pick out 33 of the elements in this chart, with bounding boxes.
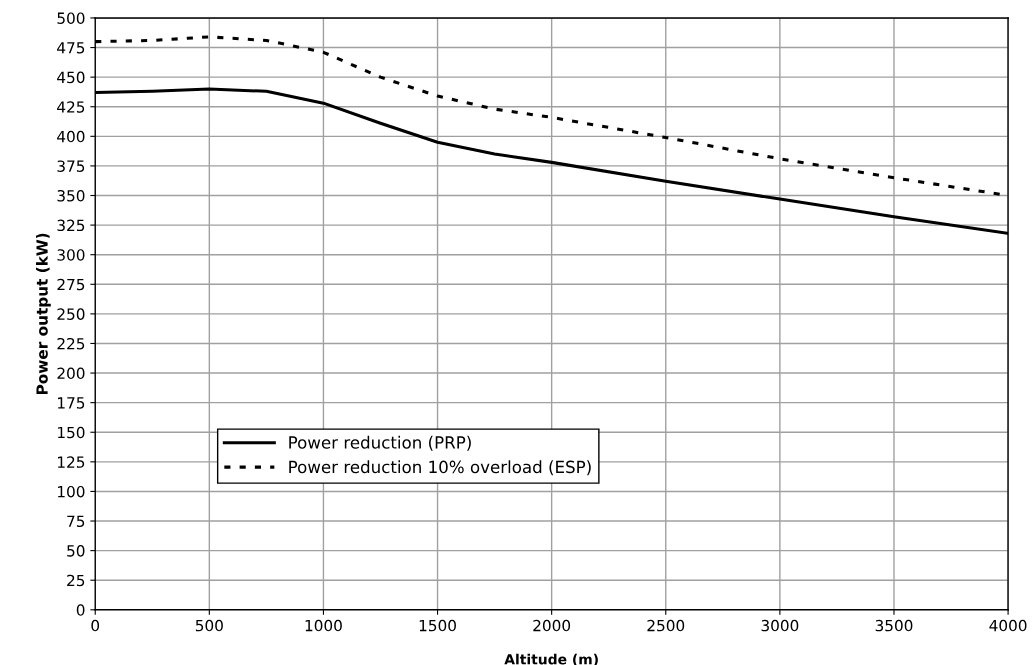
y-axis-title: Power output (kW) [35, 233, 51, 395]
x-tick-label: 2000 [533, 619, 571, 632]
y-tick-label: 175 [58, 397, 85, 409]
y-tick-label: 225 [57, 337, 85, 350]
x-tick-label: 1000 [305, 619, 342, 632]
y-tick-label: 275 [57, 278, 85, 291]
x-tick-label: 0 [91, 619, 100, 632]
y-tick-label: 325 [57, 219, 85, 232]
y-tick-label: 400 [57, 130, 85, 143]
x-tick-label: 3500 [875, 619, 913, 632]
y-tick-label: 300 [57, 249, 85, 261]
x-tick-label: 2500 [647, 619, 685, 632]
y-tick-label: 500 [57, 12, 85, 24]
legend-label: Power reduction (PRP) [289, 435, 471, 451]
y-tick-label: 50 [67, 545, 85, 557]
y-tick-label: 150 [58, 426, 85, 439]
y-tick-label: 200 [57, 367, 85, 380]
x-tick-label: 3000 [761, 619, 799, 632]
y-tick-label: 125 [58, 456, 85, 468]
y-tick-label: 475 [57, 42, 85, 54]
y-tick-label: 425 [57, 101, 85, 113]
y-tick-label: 25 [67, 574, 85, 587]
x-tick-label: 1500 [419, 619, 456, 632]
legend-label: Power reduction 10% overload (ESP) [289, 460, 591, 476]
x-tick-label: 500 [195, 619, 223, 632]
y-tick-label: 250 [57, 308, 85, 320]
y-tick-label: 75 [67, 515, 85, 528]
y-tick-label: 0 [76, 604, 85, 616]
y-tick-label: 450 [57, 71, 85, 84]
y-tick-label: 375 [57, 160, 85, 172]
y-tick-label: 100 [58, 485, 85, 498]
y-tick-label: 350 [57, 189, 85, 202]
x-tick-label: 4000 [989, 619, 1027, 632]
